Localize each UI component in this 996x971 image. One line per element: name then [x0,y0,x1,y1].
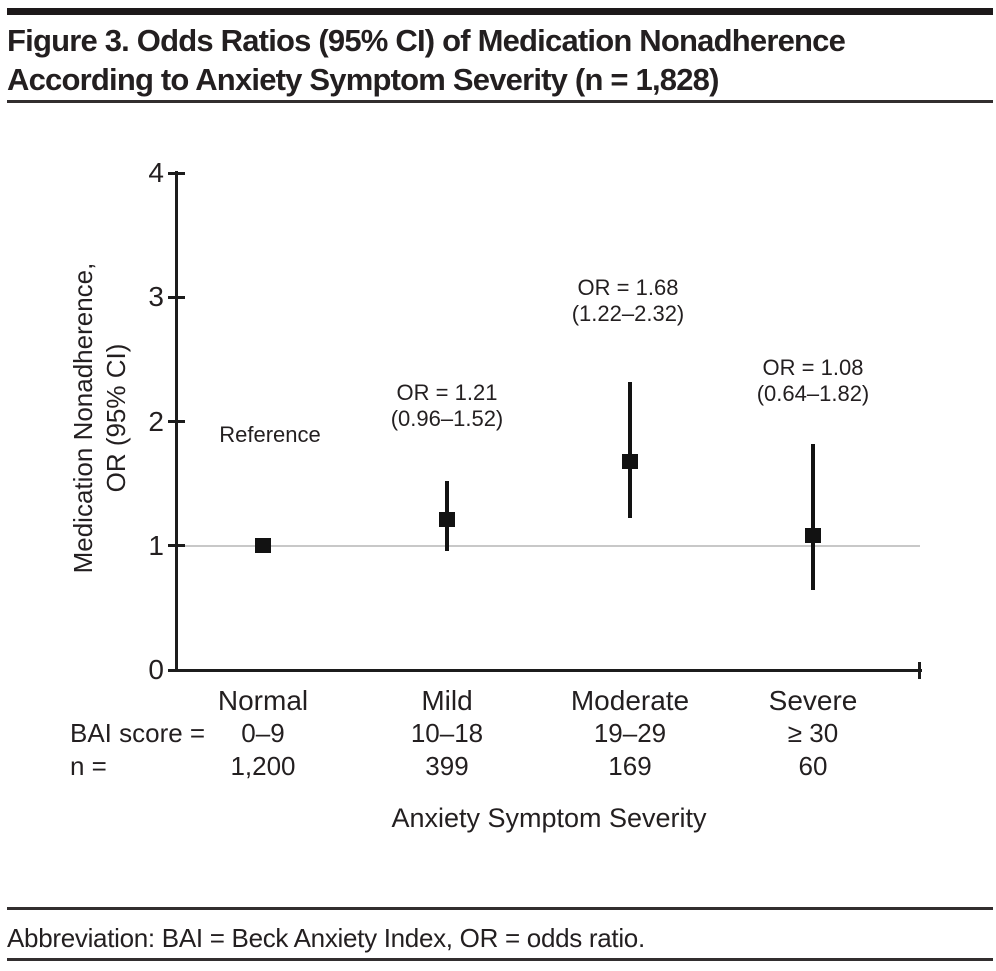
y-axis-tick [168,295,185,299]
n-value: 1,200 [230,751,296,781]
figure-title-line2: According to Anxiety Symptom Severity (n… [7,62,719,97]
bai-score-value: 0–9 [241,718,285,748]
or-annotation-line: OR = 1.68 [577,275,679,300]
category-label: Severe [768,685,858,716]
x-axis-title: Anxiety Symptom Severity [391,803,707,833]
or-annotation-line: OR = 1.08 [762,355,864,380]
y-tick-label: 4 [148,157,164,188]
y-axis-title-line1: Medication Nonadherence, [68,262,98,574]
y-axis-tick [168,420,185,423]
bai-score-value: 10–18 [410,718,484,748]
top-border-bar [7,8,993,15]
x-axis-end-tick [918,662,921,679]
or-annotation: OR = 1.21 (0.96–1.52) [391,380,504,432]
figure-title: Figure 3. Odds Ratios (95% CI) of Medica… [7,21,995,99]
reference-line [177,544,920,547]
or-annotation: OR = 1.68 (1.22–2.32) [572,275,685,327]
data-point-marker [255,538,271,554]
n-value: 60 [798,751,828,781]
n-value: 169 [608,751,652,781]
bai-score-value: 19–29 [593,718,667,748]
ci-line [811,443,815,591]
or-annotation: Reference [219,422,321,448]
or-annotation-line: OR = 1.21 [396,380,498,405]
category-label: Mild [421,685,473,716]
abbreviation-note: Abbreviation: BAI = Beck Anxiety Index, … [7,923,645,953]
footnote-divider-bottom [7,958,993,961]
ci-line [628,381,632,519]
category-label: Normal [217,685,309,716]
bai-score-value: ≥ 30 [787,718,839,748]
bai-score-row-label: BAI score = [70,718,206,748]
data-point-marker [439,512,455,528]
data-point-marker [622,453,638,469]
chart-area: Medication Nonadherence, OR (95% CI) BAI… [68,157,922,833]
title-divider [7,100,993,103]
n-row-label: n = [70,751,107,781]
or-annotation-line: (0.64–1.82) [756,381,870,406]
category-label: Moderate [570,685,690,716]
or-annotation: OR = 1.08 (0.64–1.82) [757,355,870,407]
or-annotation-line: (0.96–1.52) [390,406,504,431]
n-value: 399 [425,751,469,781]
y-tick-label: 0 [148,654,164,685]
data-point-marker [805,528,821,544]
or-annotation-line: Reference [219,422,321,447]
y-axis-tick [168,668,185,672]
y-axis-tick [168,544,185,548]
or-annotation-line: (1.22–2.32) [571,301,685,326]
y-tick-label: 3 [148,281,164,313]
footnote-divider-top [7,907,993,910]
x-axis-line [176,669,922,672]
figure-title-line1: Figure 3. Odds Ratios (95% CI) of Medica… [7,23,846,58]
y-tick-label: 2 [148,405,164,437]
y-axis-tick [168,171,185,175]
y-tick-label: 1 [148,529,164,561]
